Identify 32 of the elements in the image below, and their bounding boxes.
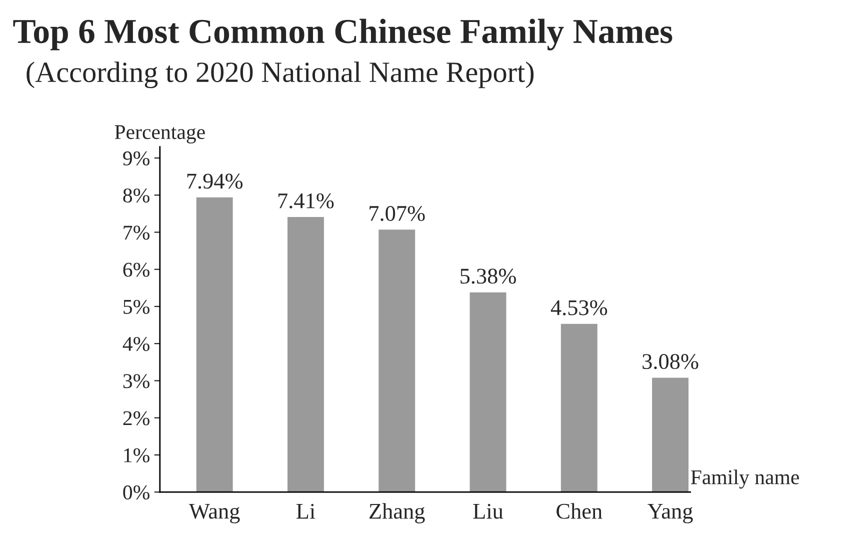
x-tick-label: Zhang — [370, 503, 425, 524]
y-tick-label: 0% — [123, 485, 150, 500]
y-tick-label: 7% — [124, 226, 150, 240]
chart-subtitle: (According to 2020 National Name Report) — [26, 62, 534, 88]
data-label: 3.08% — [642, 354, 698, 370]
data-label: 7.07% — [370, 206, 425, 222]
data-label: 7.41% — [278, 193, 334, 208]
y-tick-label: 4% — [122, 336, 150, 352]
x-tick-label: Li — [296, 504, 316, 519]
x-tick-label: Yang — [648, 504, 693, 524]
y-tick-label: 6% — [123, 262, 150, 277]
bar — [196, 197, 233, 492]
y-tick-label: 9% — [123, 151, 150, 166]
y-tick-label: 5% — [124, 300, 150, 314]
bar — [378, 230, 416, 492]
y-tick-label: 2% — [123, 411, 150, 426]
y-axis-title: Percentage — [114, 125, 205, 144]
y-tick-label: 1% — [124, 448, 150, 462]
bar — [470, 292, 506, 492]
x-tick-label: Chen — [556, 503, 602, 519]
bar — [287, 217, 324, 492]
y-tick-label: 3% — [123, 374, 150, 388]
chart-title: Top 6 Most Common Chinese Family Names — [13, 18, 672, 50]
x-tick-label: Liu — [473, 504, 504, 519]
data-label: 4.53% — [550, 300, 608, 316]
bar — [652, 378, 689, 492]
y-tick-label: 8% — [123, 188, 150, 203]
x-axis-title: Family name — [690, 470, 799, 489]
data-label: 7.94% — [187, 174, 243, 189]
bar — [560, 324, 598, 492]
x-tick-label: Wang — [188, 504, 240, 524]
data-label: 5.38% — [460, 268, 516, 284]
